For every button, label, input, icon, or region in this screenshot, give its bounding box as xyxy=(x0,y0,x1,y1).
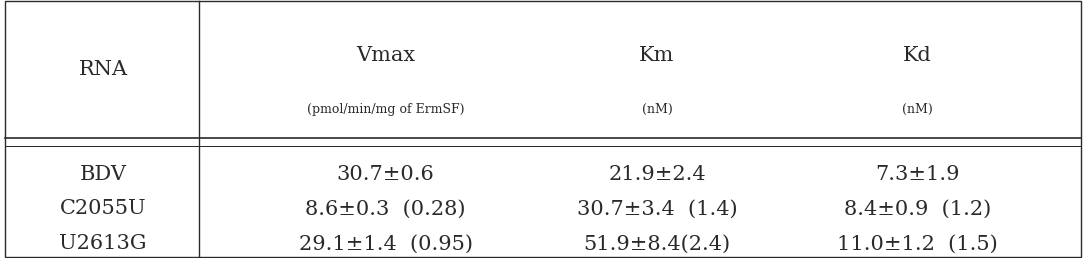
Text: 30.7±0.6: 30.7±0.6 xyxy=(337,165,434,184)
Text: (nM): (nM) xyxy=(902,103,933,116)
Text: 11.0±1.2  (1.5): 11.0±1.2 (1.5) xyxy=(837,234,998,253)
Text: (pmol/min/mg of ErmSF): (pmol/min/mg of ErmSF) xyxy=(306,103,465,116)
Text: 8.4±0.9  (1.2): 8.4±0.9 (1.2) xyxy=(844,199,992,219)
Text: Kd: Kd xyxy=(904,46,932,65)
Text: Km: Km xyxy=(640,46,674,65)
Text: C2055U: C2055U xyxy=(60,199,147,219)
Text: 51.9±8.4(2.4): 51.9±8.4(2.4) xyxy=(583,234,731,253)
Text: BDV: BDV xyxy=(79,165,127,184)
Text: 30.7±3.4  (1.4): 30.7±3.4 (1.4) xyxy=(577,199,737,219)
Text: 7.3±1.9: 7.3±1.9 xyxy=(875,165,960,184)
Text: (nM): (nM) xyxy=(642,103,672,116)
Text: Vmax: Vmax xyxy=(356,46,415,65)
Text: 29.1±1.4  (0.95): 29.1±1.4 (0.95) xyxy=(299,234,472,253)
Text: U2613G: U2613G xyxy=(60,234,147,253)
Text: RNA: RNA xyxy=(78,60,128,79)
Text: 21.9±2.4: 21.9±2.4 xyxy=(608,165,706,184)
Text: 8.6±0.3  (0.28): 8.6±0.3 (0.28) xyxy=(305,199,466,219)
